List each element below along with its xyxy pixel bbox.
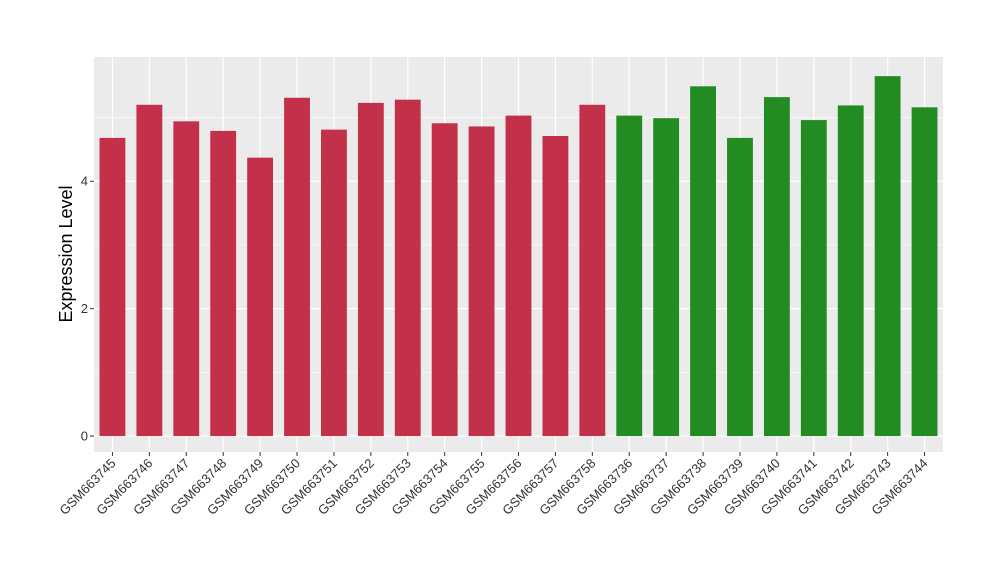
bar-GSM663750	[284, 97, 310, 437]
bar-GSM663741	[800, 120, 827, 437]
bar-GSM663755	[468, 126, 495, 437]
bar-GSM663754	[431, 123, 458, 437]
bar-GSM663743	[874, 76, 901, 437]
x-axis: GSM663745GSM663746GSM663747GSM663748GSM6…	[56, 452, 931, 518]
bar-GSM663746	[136, 104, 163, 437]
bar-GSM663747	[173, 121, 200, 437]
bar-GSM663738	[690, 86, 716, 437]
y-tick-label: 2	[81, 301, 88, 316]
bar-GSM663745	[99, 137, 126, 437]
y-tick-label: 4	[81, 174, 88, 189]
y-axis: 0 2 4	[81, 174, 94, 444]
bar-GSM663753	[394, 99, 421, 437]
y-tick-label: 0	[81, 429, 88, 444]
bar-GSM663749	[247, 157, 274, 437]
y-axis-title: Expression Level	[56, 185, 76, 322]
bar-GSM663751	[321, 129, 347, 437]
bar-GSM663758	[579, 104, 606, 437]
bar-GSM663752	[357, 102, 384, 437]
bar-GSM663756	[505, 115, 532, 437]
bar-GSM663740	[763, 97, 790, 437]
bar-GSM663757	[542, 136, 569, 437]
bar-GSM663744	[911, 107, 938, 437]
bar-GSM663739	[727, 137, 753, 437]
bars	[99, 76, 938, 437]
bar-GSM663737	[653, 118, 680, 437]
bar-GSM663736	[616, 115, 643, 437]
bar-GSM663742	[837, 105, 864, 437]
bar-GSM663748	[210, 130, 237, 437]
